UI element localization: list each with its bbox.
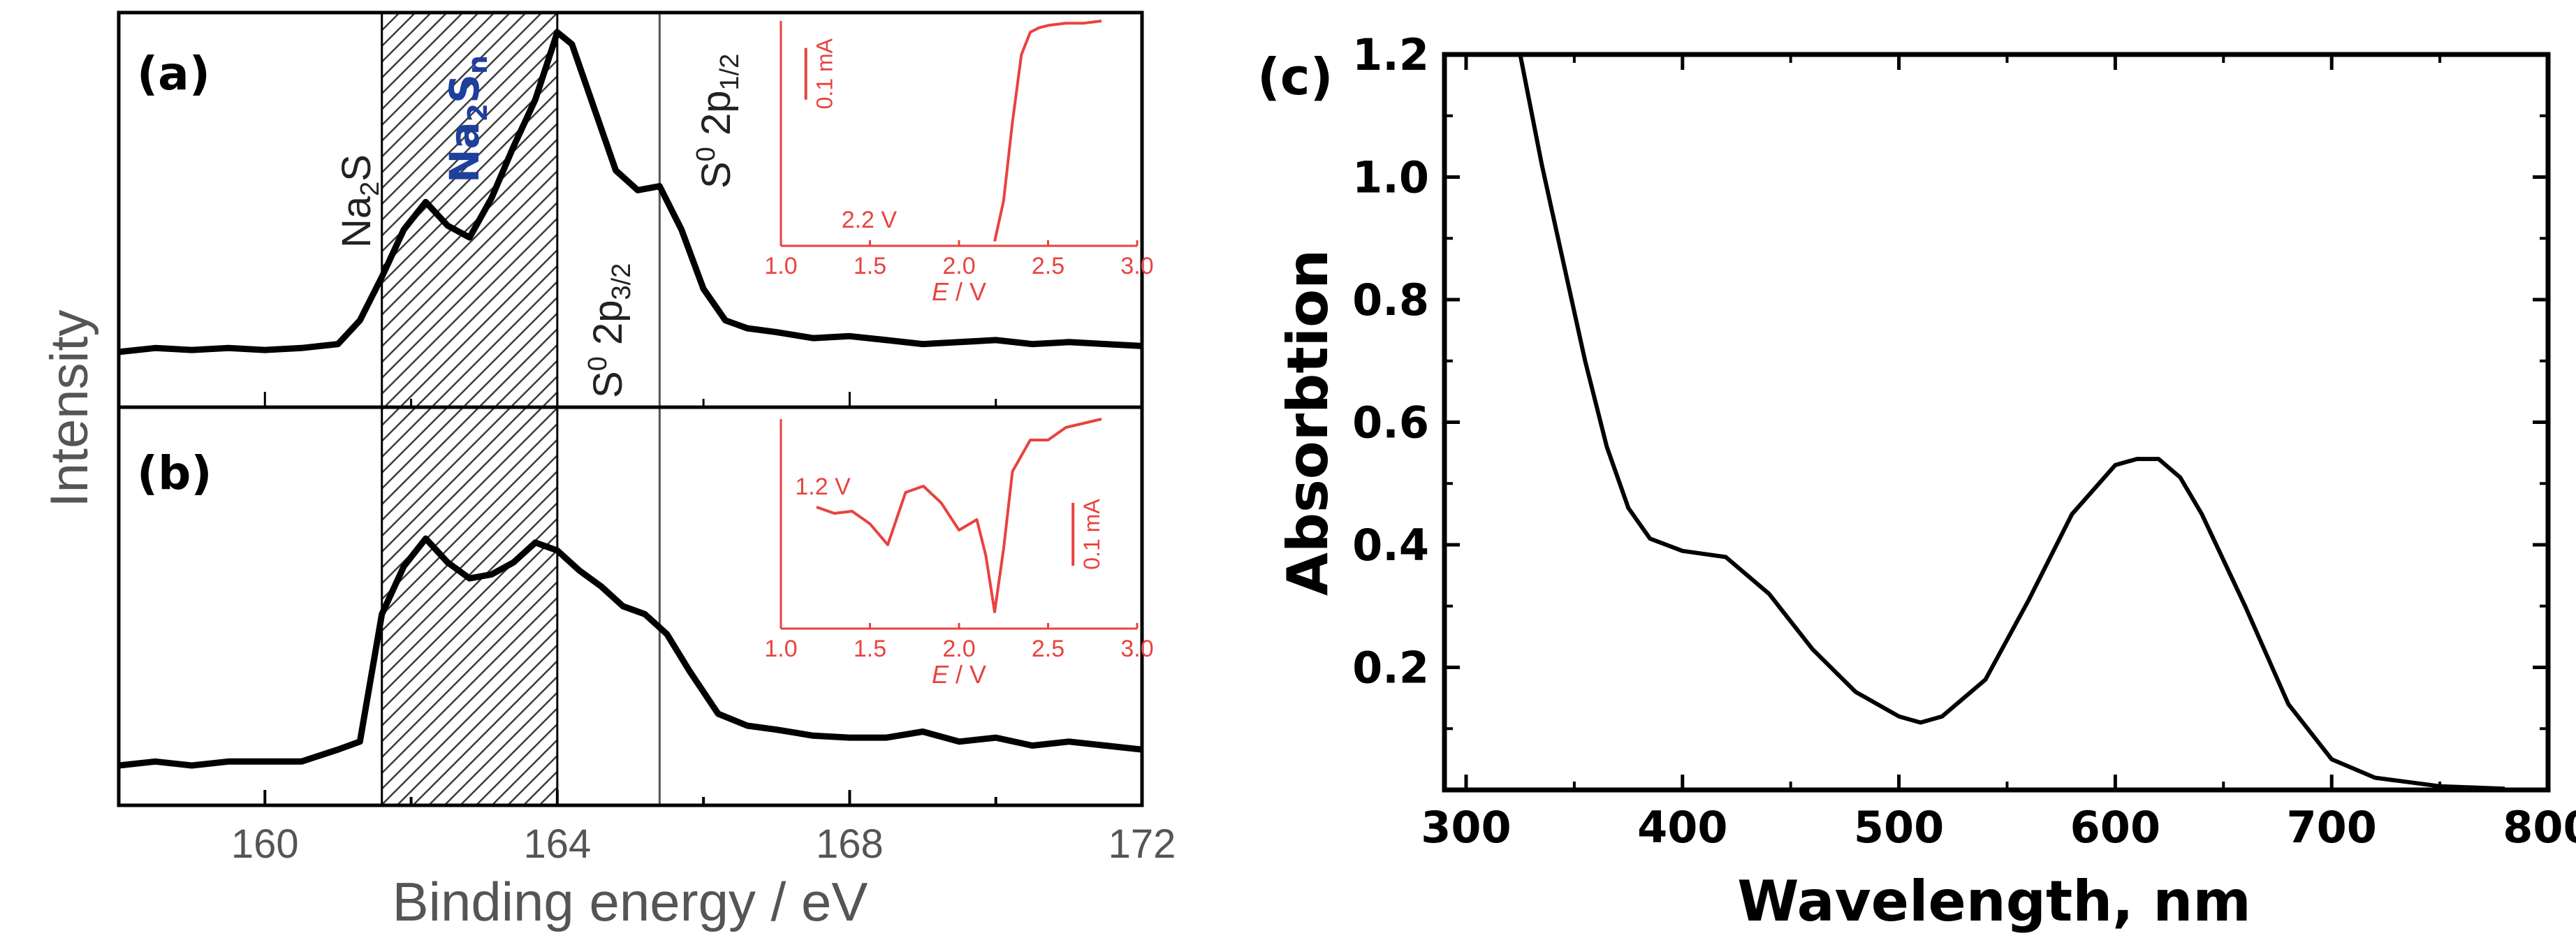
panel-b-label: (b) — [137, 446, 212, 500]
inset-x-tick-label: 2.0 — [942, 636, 975, 662]
s0-2p32-annotation: S0 2p3/2 — [583, 263, 636, 398]
s0-2p32-tail: 2p — [585, 300, 631, 357]
y-axis-label-intensity: Intensity — [40, 309, 99, 507]
absorption-figure: 300 400 500 600 700 800 0.2 0.4 0.6 0.8 1.0 1.2 (c)… — [1257, 29, 2576, 934]
x-tick-label-600: 600 — [2070, 802, 2160, 853]
inset-point-label: 1.2 V — [795, 474, 851, 500]
xps-figure: 160 164 168 172 (a) (b) Intensity Binding e… — [40, 10, 1176, 932]
na2sn-sub2: n — [462, 55, 493, 74]
inset-x-tick-label: 2.5 — [1032, 253, 1064, 279]
xps-x-ticks: 160 164 168 172 — [117, 392, 1176, 867]
inset-x-label: E / V — [932, 660, 986, 689]
y-tick-label: 1.2 — [1352, 29, 1429, 80]
na2s-sub: 2 — [356, 182, 385, 196]
x-tick-label-164: 164 — [523, 821, 591, 867]
s0-2p12-tail: 2p — [694, 91, 739, 147]
s0-2p32-sup: 0 — [583, 356, 613, 371]
s0-2p12-sub: 1/2 — [715, 54, 745, 91]
panel-a-label: (a) — [137, 47, 210, 101]
x-tick-label-800: 800 — [2503, 802, 2576, 853]
inset-x-label-unit: / V — [949, 660, 986, 689]
y-tick-label: 0.6 — [1352, 397, 1429, 448]
inset-x-tick-label: 3.0 — [1120, 253, 1153, 279]
inset-x-tick-label: 1.0 — [764, 636, 797, 662]
s0-2p12-annotation: S0 2p1/2 — [691, 54, 745, 189]
x-axis-label-wavelength: Wavelength, nm — [1737, 869, 2251, 934]
na2sn-tail: S — [441, 74, 488, 103]
na2s-tail: S — [334, 154, 379, 182]
y-tick-label: 0.8 — [1352, 274, 1429, 325]
inset-x-label-var: E — [932, 660, 949, 689]
inset-x-tick-label: 1.0 — [764, 253, 797, 279]
x-tick-label-500: 500 — [1854, 802, 1944, 853]
y-tick-label: 0.2 — [1352, 643, 1429, 694]
s0-2p32-main: S — [585, 371, 631, 398]
inset-x-label-var: E — [932, 277, 949, 306]
panel-b-frame — [117, 405, 1144, 807]
panel-c-frame — [1442, 52, 2551, 793]
inset-x-label: E / V — [932, 277, 986, 306]
x-tick-label-700: 700 — [2286, 802, 2376, 853]
x-tick-label-172: 172 — [1108, 821, 1176, 867]
y-tick-label: 1.0 — [1352, 152, 1429, 203]
inset-series-line — [816, 418, 1102, 613]
inset-b: 1.0 1.5 2.0 2.5 3.0 E / V 0.1 mA 1.2 V — [764, 418, 1154, 689]
series-line-absorption — [1518, 54, 2505, 791]
x-tick-label-400: 400 — [1637, 802, 1727, 853]
absorption-ticks: 300 400 500 600 700 800 0.2 0.4 0.6 0.8 1.0 1.2 — [1352, 29, 2576, 853]
inset-x-tick-label: 1.5 — [854, 636, 886, 662]
inset-x-tick-label: 1.5 — [854, 253, 886, 279]
inset-x-tick-label: 3.0 — [1120, 636, 1153, 662]
s0-2p12-sup: 0 — [691, 147, 721, 161]
y-tick-label: 0.4 — [1352, 520, 1429, 571]
inset-x-tick-label: 2.5 — [1032, 636, 1064, 662]
inset-series-line — [993, 20, 1102, 242]
inset-x-label-unit: / V — [949, 277, 986, 306]
s0-2p32-sub: 3/2 — [607, 263, 636, 300]
na2sn-annotation: Na2Sn — [441, 55, 493, 183]
y-axis-label-absorbtion: Absorbtion — [1275, 249, 1340, 596]
inset-point-label: 2.2 V — [842, 207, 898, 233]
panel-c-label: (c) — [1257, 47, 1333, 106]
inset-scale-label: 0.1 mA — [1079, 499, 1104, 570]
na2s-annotation: Na2S — [334, 154, 385, 248]
x-axis-label-binding-energy: Binding energy / eV — [393, 871, 868, 932]
inset-x-tick-label: 2.0 — [942, 253, 975, 279]
na2sn-main: Na — [441, 122, 488, 183]
series-line-b — [118, 535, 1143, 769]
x-tick-label-168: 168 — [816, 821, 884, 867]
na2sn-sub: 2 — [462, 103, 493, 122]
x-tick-label-300: 300 — [1421, 802, 1511, 853]
x-tick-label-160: 160 — [231, 821, 299, 867]
na2s-main: Na — [334, 196, 379, 248]
series-line-a — [118, 29, 1143, 356]
inset-a: 1.0 1.5 2.0 2.5 3.0 E / V 0.1 mA 2.2 V — [764, 20, 1154, 306]
s0-2p12-main: S — [694, 161, 739, 189]
inset-scale-label: 0.1 mA — [812, 38, 837, 109]
